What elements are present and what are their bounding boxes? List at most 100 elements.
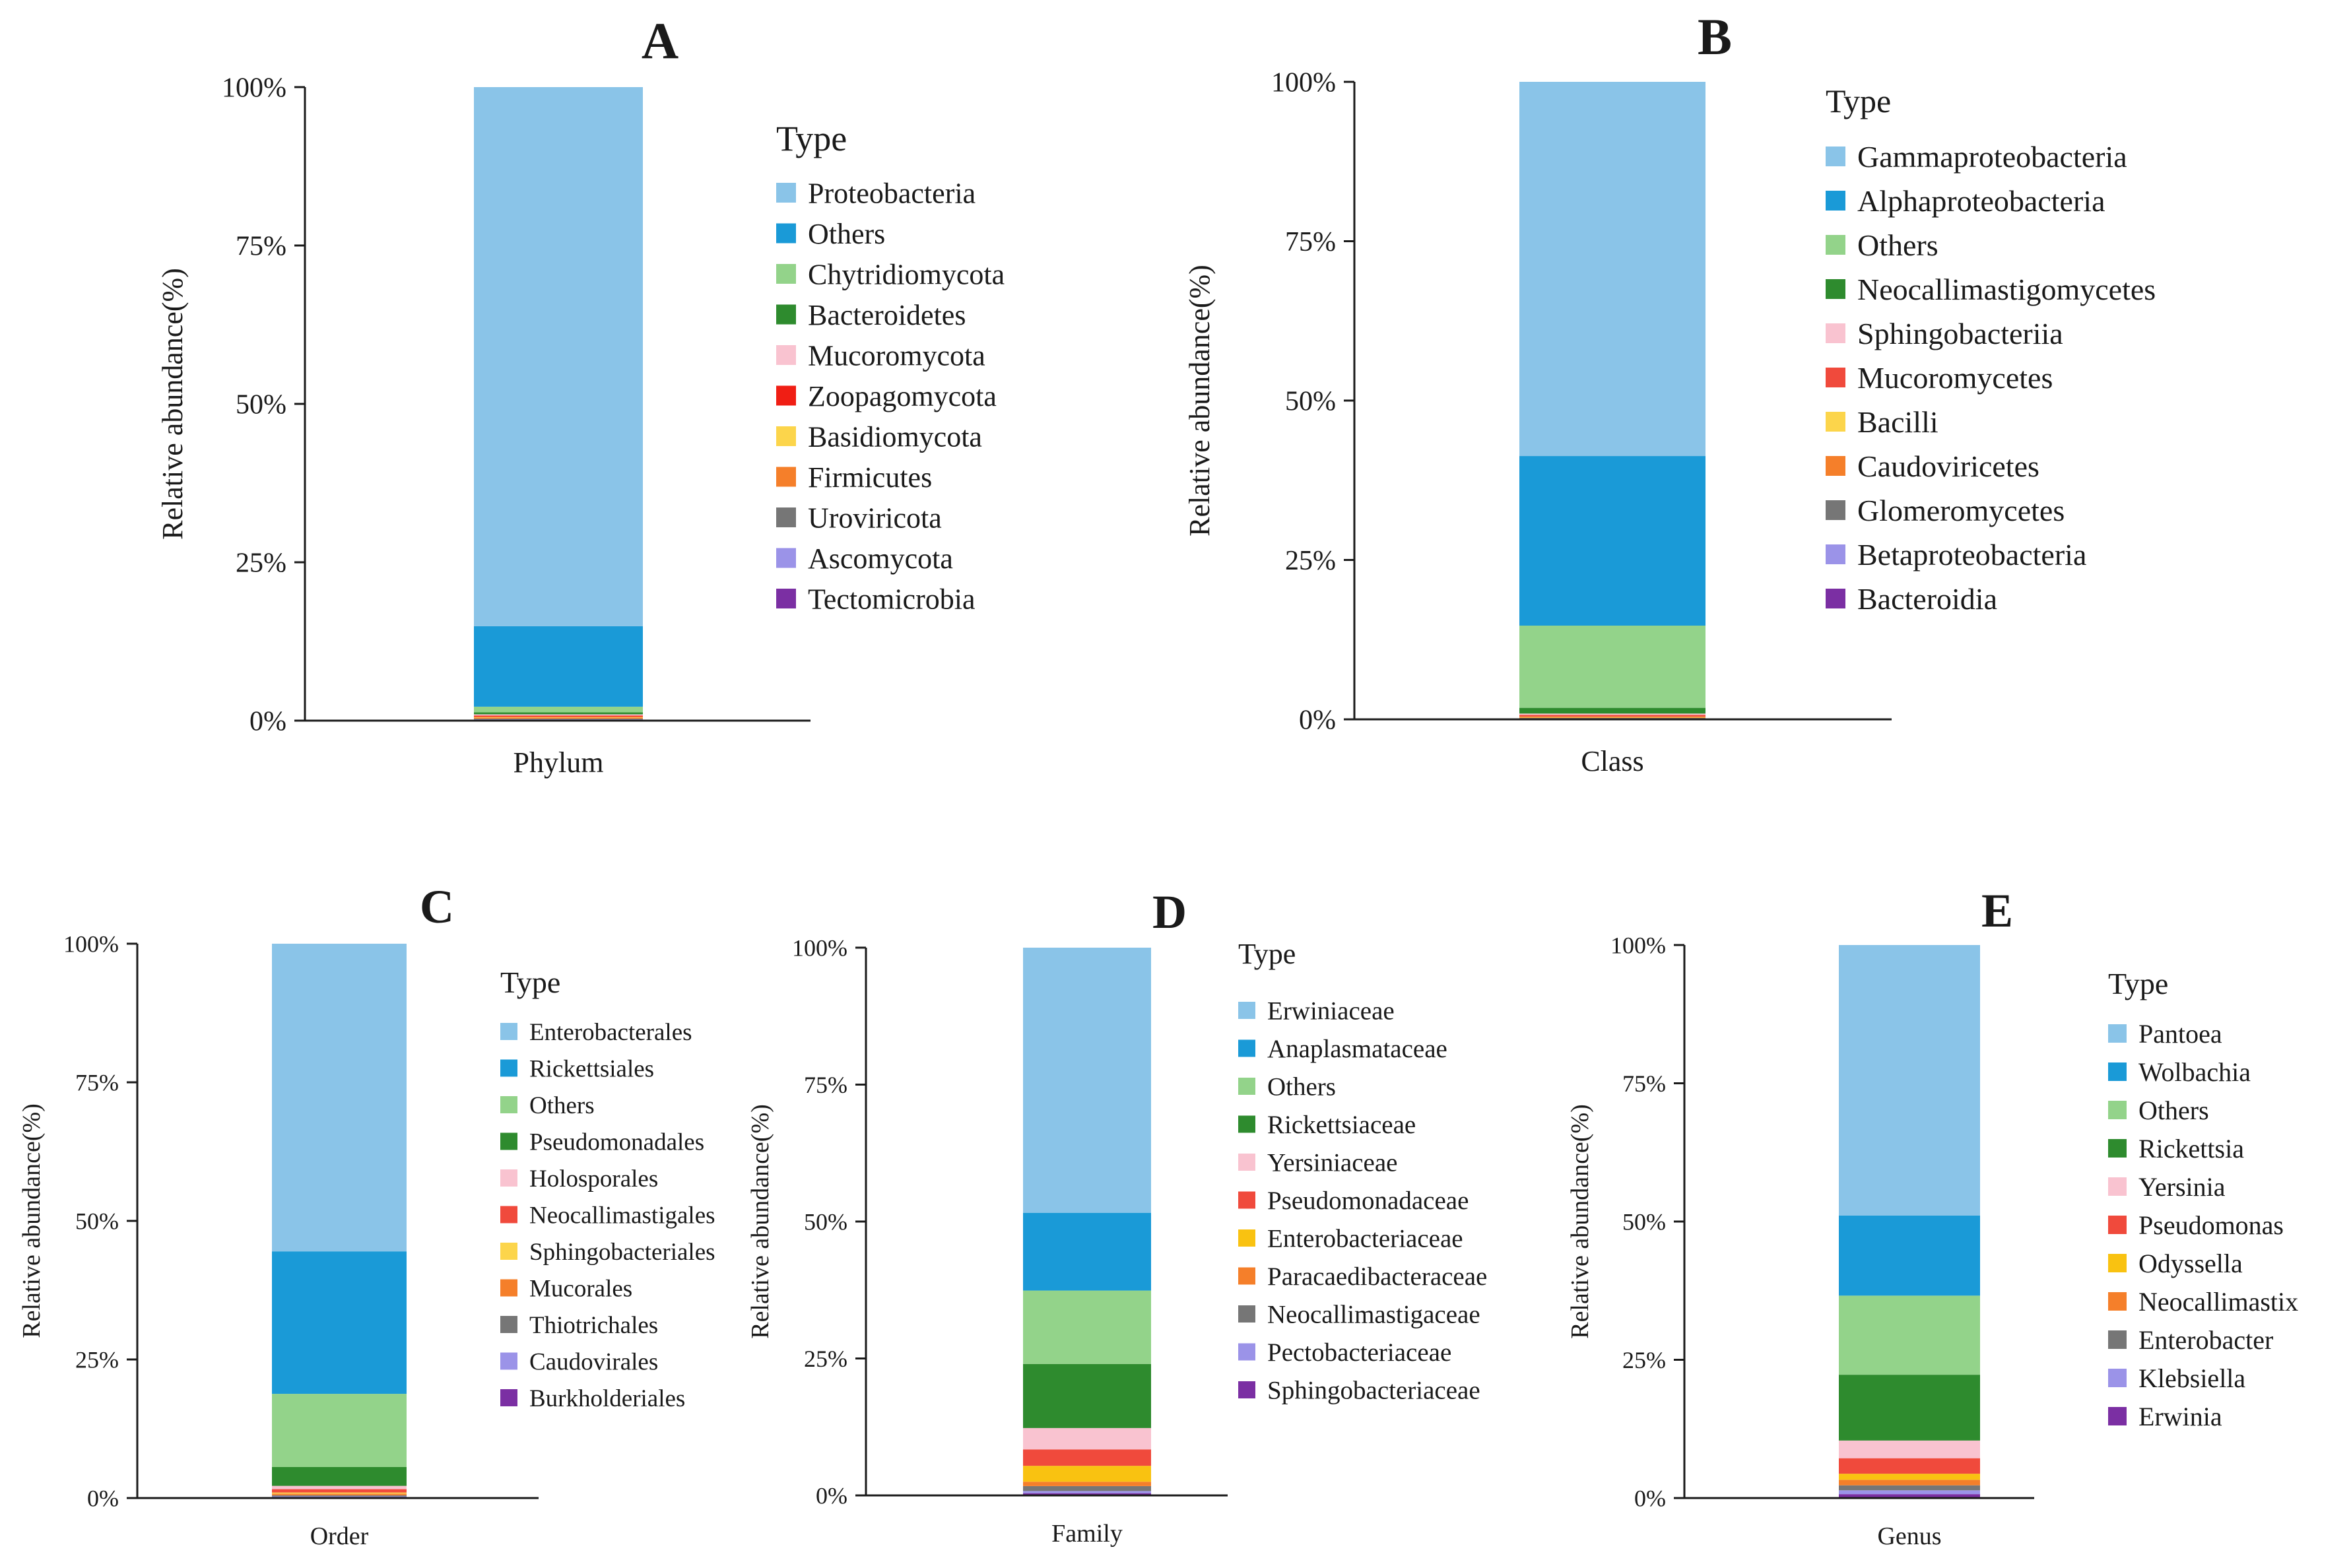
y-tick-label: 0%	[1299, 705, 1336, 736]
legend-label: Others	[529, 1092, 595, 1119]
legend-label: Proteobacteria	[808, 177, 976, 209]
legend-label: Uroviricota	[808, 502, 942, 534]
legend-label: Sphingobacteriales	[529, 1239, 715, 1266]
y-tick-label: 25%	[75, 1347, 119, 1373]
legend-label: Glomeromycetes	[1857, 494, 2065, 527]
bar-segment-zoopagomycota	[474, 715, 643, 717]
y-axis-label: Relative abundance(%)	[18, 1103, 46, 1338]
legend-title: Type	[1238, 938, 1296, 970]
legend-swatch	[500, 1169, 517, 1187]
legend-swatch	[2108, 1139, 2127, 1158]
legend-swatch	[500, 1316, 517, 1333]
y-tick-label: 25%	[804, 1346, 847, 1372]
panel-b: B 0% 25% 50% 75% 100% Class Relative abundance(…	[1183, 8, 2156, 777]
legend-label: Paracaedibacteraceae	[1267, 1262, 1487, 1291]
legend-swatch	[776, 223, 796, 244]
y-tick-label: 75%	[1285, 227, 1336, 257]
bar-segment-enterobacter	[1839, 1485, 1980, 1491]
bar-segment-neocallimastigomycetes	[1519, 707, 1705, 714]
legend-label: Burkholderiales	[529, 1385, 685, 1412]
bar-segment-rickettsia	[1839, 1375, 1980, 1441]
legend-label: Others	[1267, 1073, 1336, 1101]
bar-segment-neocallimastigaceae	[1023, 1486, 1151, 1491]
legend-label: Thiotrichales	[529, 1312, 658, 1339]
y-tick-label: 100%	[222, 73, 286, 104]
legend-swatch	[500, 1279, 517, 1297]
y-axis-label: Relative abundance(%)	[746, 1104, 774, 1339]
legend-label: Bacteroidetes	[808, 299, 966, 331]
legend-swatch	[2108, 1407, 2127, 1425]
bar-segment-mucoromycetes	[1519, 715, 1705, 717]
panel-letter: E	[1981, 884, 2013, 937]
x-axis-label: Order	[310, 1522, 369, 1550]
y-tick-label: 50%	[75, 1208, 119, 1235]
legend-title: Type	[1826, 82, 1891, 119]
bar-segment-enterobacterales	[272, 944, 407, 1252]
panel-d: D 0% 25% 50% 75% 100% Family Relative abundance…	[746, 886, 1487, 1548]
bar-segment-rickettsiales	[272, 1251, 407, 1394]
legend-swatch	[500, 1132, 517, 1150]
legend-label: Gammaproteobacteria	[1857, 140, 2127, 174]
legend-swatch	[500, 1023, 517, 1040]
legend-swatch	[1238, 1267, 1255, 1285]
bar-segment-sphingobacteriia	[1519, 713, 1705, 715]
bar-segment-holosporales	[272, 1486, 407, 1489]
y-tick-label: 75%	[804, 1072, 847, 1098]
legend-label: Zoopagomycota	[808, 380, 997, 412]
bar-segment-others	[474, 626, 643, 707]
legend-label: Enterobacteriaceae	[1267, 1225, 1463, 1253]
bar-segment-chytridiomycota	[474, 706, 643, 713]
bar-segment-mucorales	[272, 1493, 407, 1495]
legend-label: Enterobacterales	[529, 1019, 692, 1046]
legend-swatch	[1238, 1229, 1255, 1247]
bar-segment-others	[1519, 625, 1705, 708]
bar-segment-bacteroidetes	[474, 712, 643, 715]
legend-swatch	[1826, 500, 1845, 520]
legend-label: Odyssella	[2138, 1249, 2243, 1278]
legend-swatch	[1826, 279, 1845, 299]
legend-label: Rickettsiaceae	[1267, 1111, 1416, 1139]
legend-swatch	[1238, 1002, 1255, 1019]
legend-title: Type	[2108, 967, 2168, 1000]
legend-swatch	[1826, 544, 1845, 564]
bar-segment-neocallimastix	[1839, 1480, 1980, 1486]
legend-label: Betaproteobacteria	[1857, 538, 2086, 572]
legend-label: Yersinia	[2138, 1172, 2226, 1202]
legend-label: Enterobacter	[2138, 1325, 2273, 1355]
legend-swatch	[776, 183, 796, 203]
legend-swatch	[1238, 1115, 1255, 1133]
bar-segment-rickettsiaceae	[1023, 1363, 1151, 1428]
y-tick-label: 0%	[87, 1486, 119, 1512]
legend-label: Firmicutes	[808, 461, 932, 494]
legend-swatch	[1238, 1305, 1255, 1323]
bar-segment-erwinia	[1839, 1494, 1980, 1498]
legend-swatch	[500, 1059, 517, 1077]
panel-letter: C	[420, 880, 454, 933]
y-axis-label: Relative abundance(%)	[1183, 265, 1216, 537]
bar-segment-pseudomonadales	[272, 1466, 407, 1486]
legend-swatch	[1826, 191, 1845, 211]
bar-segment-paracaedibacteraceae	[1023, 1482, 1151, 1486]
bar-segment-proteobacteria	[474, 87, 643, 626]
y-tick-label: 25%	[1285, 546, 1336, 576]
y-tick-label: 0%	[816, 1483, 847, 1509]
y-tick-label: 100%	[1271, 68, 1336, 98]
legend-label: Chytridiomycota	[808, 258, 1005, 290]
bar-segment-thiotrichales	[272, 1495, 407, 1497]
legend-label: Neocallimastix	[2138, 1287, 2298, 1317]
bar-segment-firmicutes	[474, 717, 643, 719]
panel-letter: A	[642, 12, 679, 69]
legend-swatch	[2108, 1330, 2127, 1349]
legend-swatch	[1826, 235, 1845, 255]
legend-swatch	[776, 589, 796, 608]
bar-segment-pectobacteriaceae	[1023, 1491, 1151, 1493]
legend-label: Anaplasmataceae	[1267, 1035, 1447, 1063]
bar-segment-neocallimastigales	[272, 1489, 407, 1493]
legend-label: Wolbachia	[2138, 1057, 2251, 1087]
bar-segment-sphingobacteriaceae	[1023, 1493, 1151, 1495]
legend-label: Klebsiella	[2138, 1363, 2245, 1393]
legend-swatch	[776, 548, 796, 568]
legend-swatch	[1238, 1039, 1255, 1057]
bar-segment-gammaproteobacteria	[1519, 82, 1705, 457]
